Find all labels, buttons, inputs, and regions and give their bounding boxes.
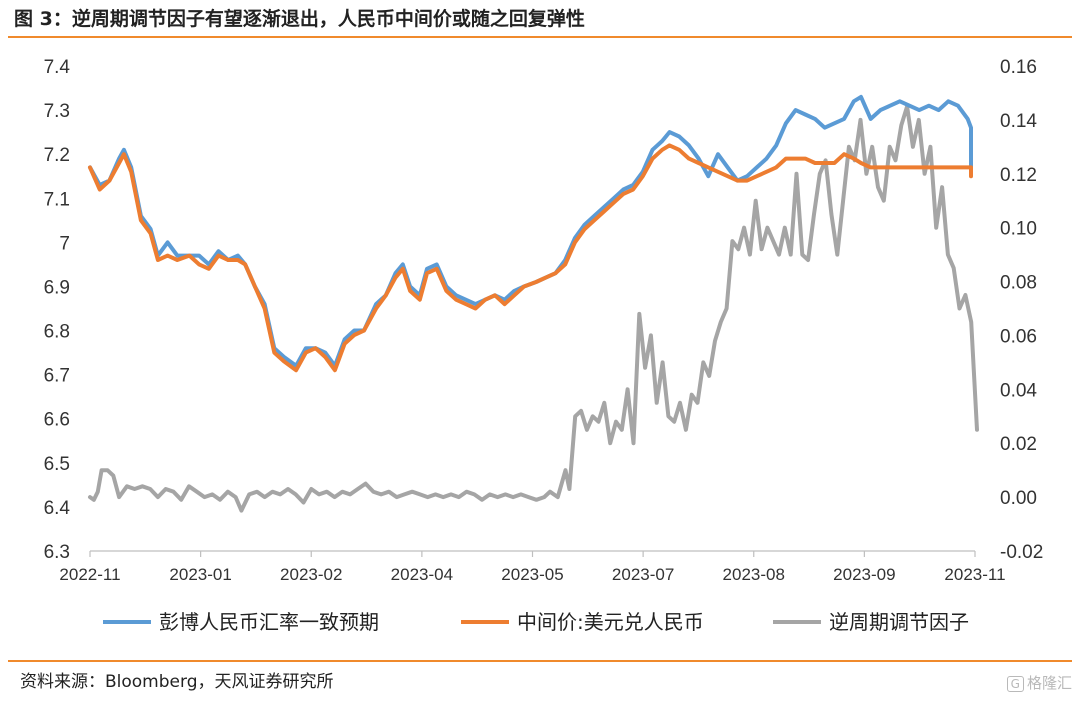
legend-label: 彭博人民币汇率一致预期 [159,610,379,634]
title-rule [8,36,1072,38]
x-axis-tick-label: 2023-09 [833,565,895,584]
x-axis-tick-label: 2023-02 [280,565,342,584]
left-axis-tick-label: 6.9 [44,277,70,298]
footer-rule [8,660,1072,662]
figure-title: 图 3：逆周期调节因子有望逐渐退出，人民币中间价或随之回复弹性 [14,8,585,30]
legend-label: 逆周期调节因子 [829,610,969,634]
legend-label: 中间价:美元兑人民币 [517,610,704,634]
x-axis-tick-label: 2023-04 [391,565,453,584]
right-axis-tick-label: 0.10 [1000,219,1037,240]
source-note: 资料来源：Bloomberg，天风证券研究所 [20,672,334,692]
right-axis-tick-label: 0.08 [1000,273,1037,294]
watermark: G 格隆汇 [1006,672,1072,693]
left-axis-tick-label: 7.2 [44,145,70,166]
x-axis-tick-label: 2023-05 [501,565,563,584]
right-axis-tick-label: 0.02 [1000,434,1037,455]
chart-area: 7.47.37.27.176.96.86.76.66.56.46.3 0.160… [44,57,1044,634]
watermark-logo-icon: G [1006,676,1024,692]
x-axis-tick-label: 2023-08 [723,565,785,584]
right-axis-ticks: 0.16 0.14 0.12 0.10 0.08 0.06 0.04 0.02 0.00 -0.0… [1000,57,1043,563]
left-axis-tick-label: 6.4 [44,498,71,519]
legend: 彭博人民币汇率一致预期 中间价:美元兑人民币 逆周期调节因子 [103,610,969,634]
x-axis: 2022-11 2023-01 2023-02 2023-04 2023-05 2023-… [59,550,1006,584]
series-lines [88,94,979,513]
x-axis-tick-label: 2023-01 [169,565,231,584]
right-axis-tick-label: 0.06 [1000,326,1037,347]
left-axis-tick-label: 7.4 [44,57,71,78]
left-axis-tick-label: 6.8 [44,322,70,343]
right-axis-tick-label: 0.14 [1000,111,1037,132]
left-axis-tick-label: 7.1 [44,189,70,210]
left-axis-tick-label: 7.3 [44,101,70,122]
left-axis-tick-label: 6.3 [44,542,70,563]
right-axis-tick-label: 0.04 [1000,380,1037,401]
x-axis-tick-label: 2023-07 [612,565,674,584]
left-axis-ticks: 7.4 7.3 7.2 7.1 7 6.9 6.8 6.7 6.6 6.5 6.4 6.3 [44,57,71,563]
left-axis-tick-label: 6.5 [44,454,70,475]
watermark-text: 格隆汇 [1026,674,1072,692]
right-axis-tick-label: 0.12 [1000,165,1037,186]
x-axis-tick-label: 2022-11 [59,565,120,584]
right-axis-tick-label: 0.00 [1000,488,1037,509]
series-line [88,104,979,513]
left-axis-tick-label: 6.6 [44,410,70,431]
left-axis-tick-label: 6.7 [44,366,70,387]
x-axis-tick-label: 2023-11 [944,565,1005,584]
left-axis-tick-label: 7 [59,233,70,254]
series-line [88,143,973,373]
right-axis-tick-label: 0.16 [1000,57,1037,78]
right-axis-tick-label: -0.02 [1000,542,1043,563]
